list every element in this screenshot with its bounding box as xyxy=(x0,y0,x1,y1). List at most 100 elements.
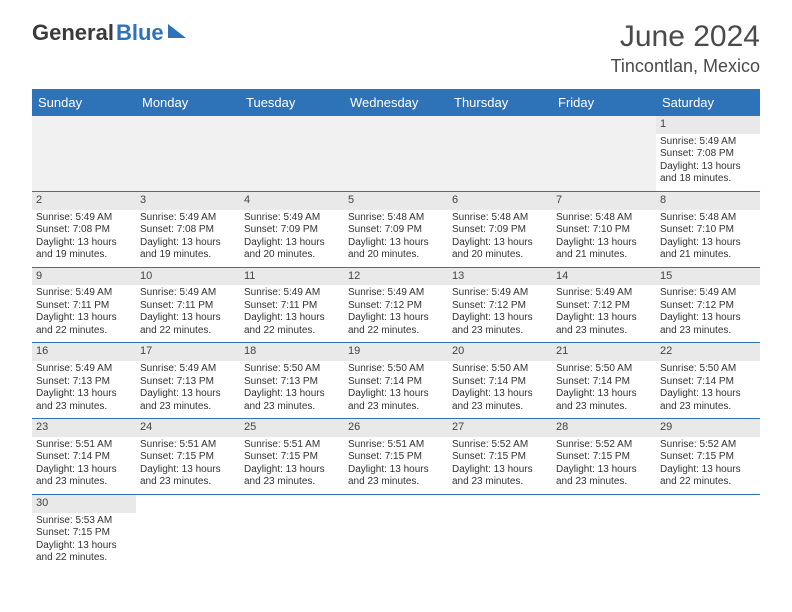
daylight-line2: and 19 minutes. xyxy=(36,249,132,262)
day-cell: 5Sunrise: 5:48 AMSunset: 7:09 PMDaylight… xyxy=(344,191,448,267)
daylight-line1: Daylight: 13 hours xyxy=(36,237,132,250)
daylight-line1: Daylight: 13 hours xyxy=(556,237,652,250)
sunrise-text: Sunrise: 5:51 AM xyxy=(36,439,132,452)
day-number: 19 xyxy=(344,343,448,361)
daylight-line1: Daylight: 13 hours xyxy=(556,312,652,325)
day-cell: 10Sunrise: 5:49 AMSunset: 7:11 PMDayligh… xyxy=(136,267,240,343)
month-title: June 2024 xyxy=(611,20,760,54)
daylight-line1: Daylight: 13 hours xyxy=(348,237,444,250)
daylight-line1: Daylight: 13 hours xyxy=(244,388,340,401)
sunrise-text: Sunrise: 5:48 AM xyxy=(348,212,444,225)
day-number: 27 xyxy=(448,419,552,437)
day-cell: 22Sunrise: 5:50 AMSunset: 7:14 PMDayligh… xyxy=(656,343,760,419)
blank-cell xyxy=(240,494,344,569)
day-cell: 9Sunrise: 5:49 AMSunset: 7:11 PMDaylight… xyxy=(32,267,136,343)
daylight-line2: and 23 minutes. xyxy=(452,401,548,414)
sunset-text: Sunset: 7:08 PM xyxy=(140,224,236,237)
day-number: 12 xyxy=(344,268,448,286)
weekday-header: Tuesday xyxy=(240,89,344,116)
daylight-line2: and 19 minutes. xyxy=(140,249,236,262)
daylight-line1: Daylight: 13 hours xyxy=(36,464,132,477)
daylight-line2: and 22 minutes. xyxy=(36,325,132,338)
sunrise-text: Sunrise: 5:49 AM xyxy=(36,287,132,300)
daylight-line1: Daylight: 13 hours xyxy=(244,312,340,325)
day-cell: 26Sunrise: 5:51 AMSunset: 7:15 PMDayligh… xyxy=(344,419,448,495)
day-number: 13 xyxy=(448,268,552,286)
sunrise-text: Sunrise: 5:50 AM xyxy=(660,363,756,376)
daylight-line1: Daylight: 13 hours xyxy=(140,237,236,250)
daylight-line2: and 23 minutes. xyxy=(556,325,652,338)
day-number: 11 xyxy=(240,268,344,286)
sunrise-text: Sunrise: 5:50 AM xyxy=(556,363,652,376)
daylight-line2: and 21 minutes. xyxy=(556,249,652,262)
day-cell: 14Sunrise: 5:49 AMSunset: 7:12 PMDayligh… xyxy=(552,267,656,343)
day-number: 25 xyxy=(240,419,344,437)
sunrise-text: Sunrise: 5:51 AM xyxy=(244,439,340,452)
sunset-text: Sunset: 7:15 PM xyxy=(452,451,548,464)
sail-icon xyxy=(168,24,186,38)
day-number: 20 xyxy=(448,343,552,361)
day-cell: 27Sunrise: 5:52 AMSunset: 7:15 PMDayligh… xyxy=(448,419,552,495)
sunrise-text: Sunrise: 5:49 AM xyxy=(244,212,340,225)
sunset-text: Sunset: 7:15 PM xyxy=(660,451,756,464)
day-cell: 13Sunrise: 5:49 AMSunset: 7:12 PMDayligh… xyxy=(448,267,552,343)
daylight-line2: and 23 minutes. xyxy=(556,401,652,414)
daylight-line1: Daylight: 13 hours xyxy=(140,388,236,401)
daylight-line1: Daylight: 13 hours xyxy=(556,464,652,477)
day-number: 3 xyxy=(136,192,240,210)
day-number: 30 xyxy=(32,495,136,513)
day-number: 14 xyxy=(552,268,656,286)
daylight-line1: Daylight: 13 hours xyxy=(452,464,548,477)
sunset-text: Sunset: 7:12 PM xyxy=(556,300,652,313)
daylight-line1: Daylight: 13 hours xyxy=(348,464,444,477)
calendar-table: SundayMondayTuesdayWednesdayThursdayFrid… xyxy=(32,89,760,570)
day-number: 23 xyxy=(32,419,136,437)
sunset-text: Sunset: 7:15 PM xyxy=(140,451,236,464)
sunrise-text: Sunrise: 5:49 AM xyxy=(36,212,132,225)
blank-cell xyxy=(656,494,760,569)
blank-cell xyxy=(448,116,552,191)
sunrise-text: Sunrise: 5:50 AM xyxy=(244,363,340,376)
sunrise-text: Sunrise: 5:49 AM xyxy=(660,136,756,149)
daylight-line1: Daylight: 13 hours xyxy=(452,388,548,401)
day-number: 26 xyxy=(344,419,448,437)
day-cell: 25 Sunrise: 5:51 AMSunset: 7:15 PMDayligh… xyxy=(240,419,344,495)
daylight-line2: and 22 minutes. xyxy=(660,476,756,489)
sunrise-text: Sunrise: 5:49 AM xyxy=(244,287,340,300)
sunrise-text: Sunrise: 5:52 AM xyxy=(660,439,756,452)
day-number: 22 xyxy=(656,343,760,361)
title-block: June 2024 Tincontlan, Mexico xyxy=(611,20,760,77)
daylight-line1: Daylight: 13 hours xyxy=(348,312,444,325)
sunset-text: Sunset: 7:15 PM xyxy=(244,451,340,464)
sunrise-text: Sunrise: 5:51 AM xyxy=(140,439,236,452)
sunset-text: Sunset: 7:15 PM xyxy=(348,451,444,464)
daylight-line2: and 23 minutes. xyxy=(348,401,444,414)
daylight-line2: and 21 minutes. xyxy=(660,249,756,262)
weekday-header: Sunday xyxy=(32,89,136,116)
daylight-line1: Daylight: 13 hours xyxy=(660,388,756,401)
sunset-text: Sunset: 7:14 PM xyxy=(36,451,132,464)
daylight-line1: Daylight: 13 hours xyxy=(244,464,340,477)
day-number: 9 xyxy=(32,268,136,286)
sunset-text: Sunset: 7:09 PM xyxy=(348,224,444,237)
day-number: 28 xyxy=(552,419,656,437)
weekday-header: Saturday xyxy=(656,89,760,116)
daylight-line2: and 23 minutes. xyxy=(36,401,132,414)
sunset-text: Sunset: 7:13 PM xyxy=(244,376,340,389)
blank-cell xyxy=(136,116,240,191)
day-cell: 17Sunrise: 5:49 AMSunset: 7:13 PMDayligh… xyxy=(136,343,240,419)
day-cell: 30Sunrise: 5:53 AMSunset: 7:15 PMDayligh… xyxy=(32,494,136,569)
sunrise-text: Sunrise: 5:49 AM xyxy=(140,363,236,376)
blank-cell xyxy=(448,494,552,569)
day-number: 2 xyxy=(32,192,136,210)
sunset-text: Sunset: 7:08 PM xyxy=(660,148,756,161)
calendar-page: GeneralBlue June 2024 Tincontlan, Mexico… xyxy=(0,0,792,590)
daylight-line2: and 18 minutes. xyxy=(660,173,756,186)
daylight-line2: and 23 minutes. xyxy=(452,476,548,489)
sunrise-text: Sunrise: 5:49 AM xyxy=(660,287,756,300)
daylight-line1: Daylight: 13 hours xyxy=(660,237,756,250)
sunrise-text: Sunrise: 5:48 AM xyxy=(556,212,652,225)
sunrise-text: Sunrise: 5:48 AM xyxy=(660,212,756,225)
day-cell: 4Sunrise: 5:49 AMSunset: 7:09 PMDaylight… xyxy=(240,191,344,267)
sunset-text: Sunset: 7:11 PM xyxy=(140,300,236,313)
